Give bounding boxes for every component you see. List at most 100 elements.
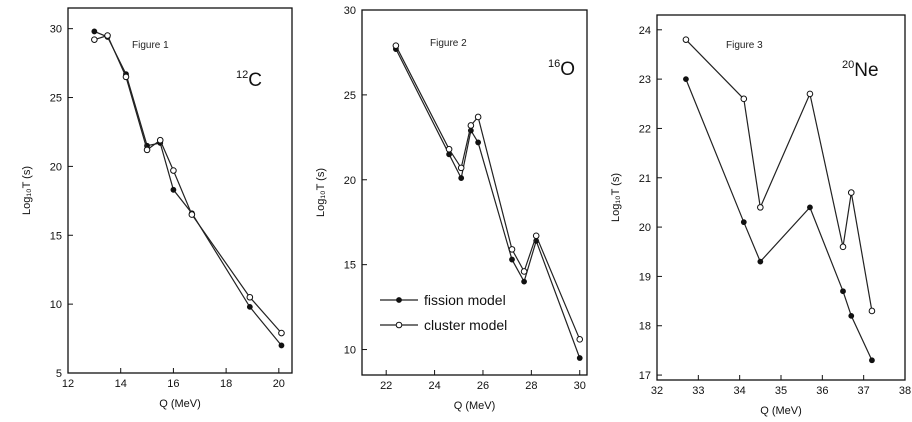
y-axis-label: Log₁₀T (s) [315,168,327,217]
y-tick-label: 15 [344,260,356,272]
data-point-open [445,145,453,153]
chart-3: 32 33 34 35 36 37 38 17 18 19 20 21 22 23 24 Q (MeV) Log… [610,14,911,417]
nucleus-label: 12C [236,69,262,91]
x-axis-label: Q (MeV) [760,405,802,417]
data-point-open [104,32,111,39]
x-axis-label: Q (MeV) [159,398,201,410]
nucleus-mass: 16 [548,58,560,70]
data-point-open [520,268,528,275]
data-point-filled [246,303,253,310]
data-point-filled [509,256,515,263]
y-tick-label: 17 [639,370,651,382]
y-tick-label: 5 [56,368,62,380]
series-line [685,39,873,312]
data-point-filled [757,258,764,265]
data-point-open [682,36,690,43]
x-tick-label: 32 [651,385,663,397]
legend-label: fission model [424,292,506,308]
x-tick-label: 30 [574,380,586,392]
x-tick-label: 24 [428,380,440,392]
data-point-filled [576,355,583,361]
figure-label: Figure 3 [726,40,763,51]
data-point-filled [840,288,846,295]
nucleus-symbol: C [248,70,262,91]
legend-marker-filled [396,297,402,303]
x-tick-label: 22 [380,380,392,392]
chart-1: 12 14 16 18 20 5 10 15 20 25 30 Q (MeV) Log₁₀T (s) Fi… [21,7,293,410]
plot-frame [361,9,588,376]
x-tick-label: 36 [816,385,828,397]
plot-frame [67,7,293,374]
data-point-open [156,136,164,144]
data-point-open [170,167,177,174]
y-tick-label: 20 [50,161,62,173]
y-tick-label: 19 [639,271,651,283]
y-tick-label: 30 [50,24,62,36]
data-point-open [246,293,254,301]
data-point-filled [278,342,285,349]
data-point-filled [91,28,98,35]
y-tick-label: 10 [344,345,356,357]
y-axis-label: Log₁₀T (s) [610,173,622,222]
series-line [395,48,581,359]
data-point-filled [458,175,465,181]
data-point-open [457,164,465,172]
data-point-filled [521,278,527,285]
y-tick-label: 23 [639,74,651,86]
data-point-open [847,189,855,196]
data-point-open [392,42,400,49]
nucleus-symbol: O [560,59,575,80]
data-point-open [868,307,876,315]
y-axis-label: Log₁₀T (s) [21,166,33,215]
series-line [685,78,873,361]
series-fission-model [683,76,875,364]
x-tick-label: 38 [899,385,911,397]
figure-label: Figure 2 [430,38,467,49]
data-point-filled [740,219,747,226]
x-axis-label: Q (MeV) [454,400,496,412]
y-tick-label: 21 [639,173,651,185]
x-tick-label: 14 [115,378,127,390]
x-tick-label: 26 [477,380,489,392]
y-tick-label: 24 [639,25,651,37]
x-tick-label: 12 [62,378,74,390]
nucleus-label: 20Ne [842,59,879,81]
data-point-filled [683,76,689,83]
series-cluster-model [392,42,584,343]
data-point-open [508,246,516,253]
data-point-open [576,336,584,343]
y-tick-label: 15 [50,230,62,242]
y-tick-label: 10 [50,299,62,311]
data-point-open [532,232,540,240]
x-tick-label: 34 [734,385,746,397]
legend-label: cluster model [424,317,507,333]
nucleus-symbol: Ne [854,60,878,81]
data-point-filled [869,357,875,364]
y-tick-label: 20 [639,222,651,234]
data-point-open [806,90,814,98]
data-point-open [474,113,482,121]
x-tick-label: 16 [167,378,179,390]
series-cluster-model [682,36,876,315]
x-tick-label: 33 [692,385,704,397]
x-tick-label: 37 [858,385,870,397]
y-tick-label: 22 [639,123,651,135]
y-tick-label: 18 [639,321,651,333]
legend: fission model cluster model [380,292,507,333]
nucleus-mass: 12 [236,69,248,81]
y-tick-label: 20 [344,175,356,187]
x-tick-label: 20 [273,378,285,390]
nucleus-mass: 20 [842,59,854,71]
data-point-open [143,146,151,154]
legend-marker-open [395,321,403,329]
y-tick-label: 25 [344,90,356,102]
nucleus-label: 16O [548,58,575,80]
data-point-open [740,95,748,103]
data-point-open [278,329,285,337]
data-point-filled [848,312,855,319]
x-tick-label: 35 [775,385,787,397]
chart-2: 22 24 26 28 30 10 15 20 25 30 Q (MeV) Log₁₀T (s) Fig… [315,5,588,412]
y-tick-label: 30 [344,5,356,17]
figure-label: Figure 1 [132,40,169,51]
